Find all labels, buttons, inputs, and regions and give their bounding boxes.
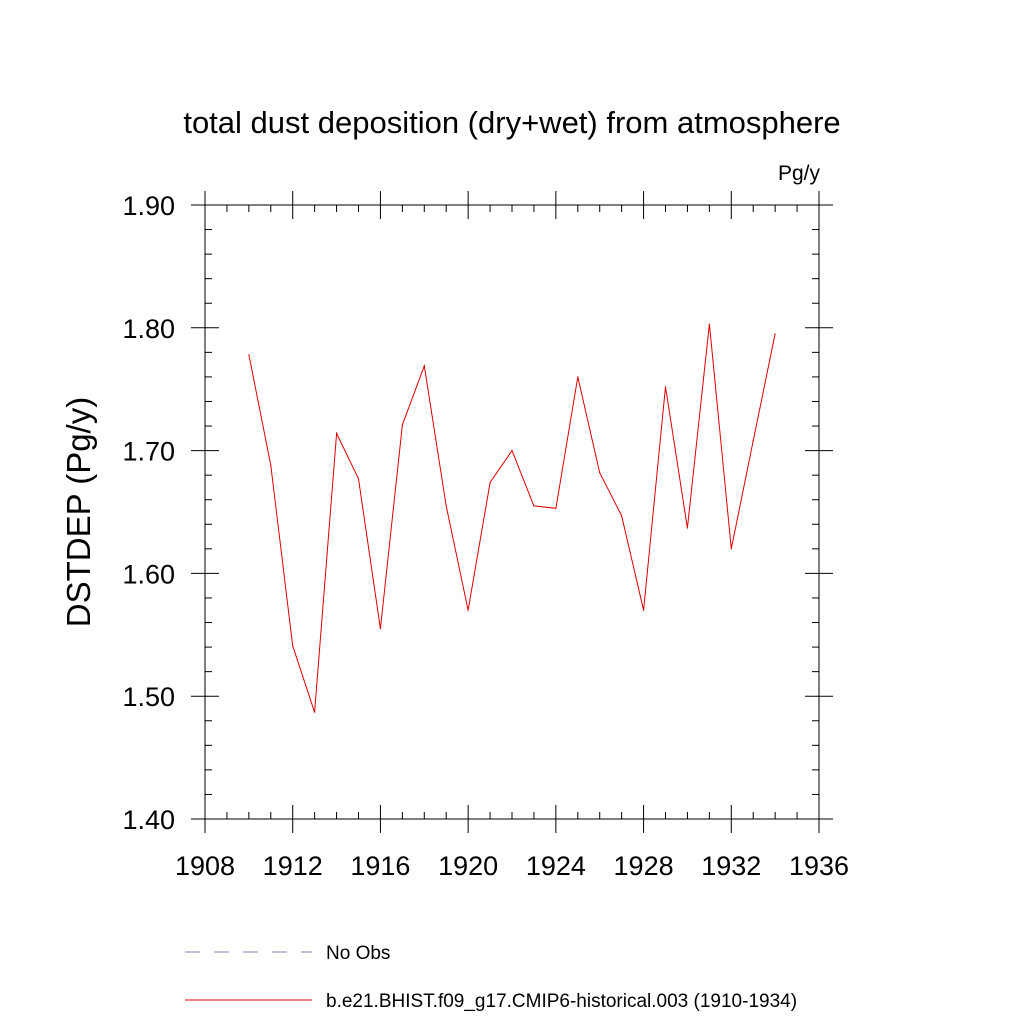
data-point — [423, 365, 425, 367]
data-point — [621, 515, 623, 517]
series-layer — [248, 323, 776, 713]
legend-label: b.e21.BHIST.f09_g17.CMIP6-historical.003… — [326, 991, 797, 1012]
x-tick-label: 1912 — [263, 851, 323, 881]
data-point — [664, 386, 667, 388]
plot-frame — [204, 204, 820, 820]
x-tick-label: 1916 — [350, 851, 410, 881]
x-tick-label: 1924 — [526, 851, 586, 881]
data-point — [752, 440, 754, 442]
units-label: Pg/y — [778, 162, 821, 185]
y-tick-label: 1.40 — [122, 805, 175, 835]
data-point — [489, 481, 491, 484]
legend-label: No Obs — [326, 943, 390, 964]
y-axis-label: DSTDEP (Pg/y) — [60, 397, 97, 627]
y-tick-label: 1.60 — [122, 559, 175, 589]
data-point — [314, 711, 316, 713]
x-tick-label: 1920 — [438, 851, 498, 881]
x-tick-label: 1936 — [789, 851, 849, 881]
data-point — [335, 432, 338, 435]
data-point — [533, 505, 535, 507]
data-point — [445, 505, 447, 507]
y-tick-label: 1.50 — [122, 682, 175, 712]
x-tick-label: 1932 — [701, 851, 761, 881]
y-tick-label: 1.90 — [122, 191, 175, 221]
x-tick-label: 1928 — [614, 851, 674, 881]
data-point — [708, 323, 710, 325]
axis-ticks — [191, 191, 833, 833]
data-point — [642, 609, 645, 611]
data-point — [270, 464, 272, 466]
data-point — [379, 628, 382, 630]
data-point — [686, 527, 689, 529]
x-tick-label: 1908 — [175, 851, 235, 881]
data-point — [401, 424, 403, 426]
y-tick-label: 1.70 — [122, 437, 175, 467]
data-point — [292, 645, 294, 647]
data-point — [555, 507, 557, 509]
data-point — [774, 333, 776, 335]
series-line — [248, 324, 776, 713]
axis-tick-labels: 1908 1912 1916 1920 1924 1928 1932 1936 1.40 1.50… — [122, 191, 849, 881]
data-point — [599, 472, 601, 474]
data-point — [730, 548, 732, 550]
legend: No Obs b.e21.BHIST.f09_g17.CMIP6-historic… — [185, 943, 797, 1012]
data-point — [511, 450, 513, 452]
data-point — [467, 609, 469, 611]
chart-title: total dust deposition (dry+wet) from atm… — [183, 105, 840, 140]
y-tick-label: 1.80 — [122, 314, 175, 344]
data-point — [357, 478, 360, 480]
data-point — [577, 376, 579, 378]
data-point — [248, 354, 250, 356]
